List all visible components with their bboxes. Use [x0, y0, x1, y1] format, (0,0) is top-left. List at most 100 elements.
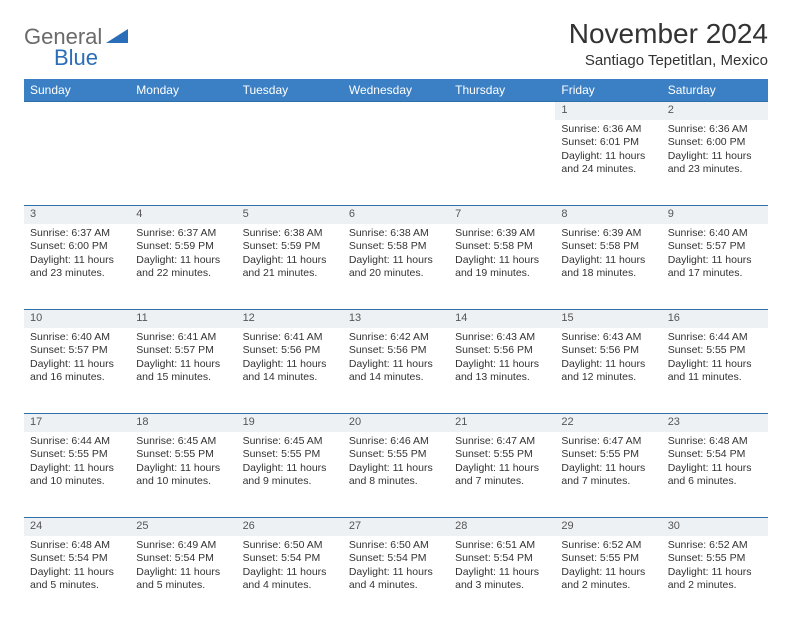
day-body: Sunrise: 6:51 AMSunset: 5:54 PMDaylight:… [449, 536, 555, 598]
dow-friday: Friday [555, 79, 661, 102]
daynum-cell: 8 [555, 206, 661, 224]
daynum-cell [24, 102, 130, 120]
day-body: Sunrise: 6:49 AMSunset: 5:54 PMDaylight:… [130, 536, 236, 598]
daynum-cell: 19 [237, 414, 343, 432]
day-body: Sunrise: 6:39 AMSunset: 5:58 PMDaylight:… [555, 224, 661, 286]
day-cell [449, 120, 555, 206]
day-cell: Sunrise: 6:43 AMSunset: 5:56 PMDaylight:… [555, 328, 661, 414]
location: Santiago Tepetitlan, Mexico [569, 52, 768, 69]
dow-thursday: Thursday [449, 79, 555, 102]
daynum-cell: 5 [237, 206, 343, 224]
day-body: Sunrise: 6:47 AMSunset: 5:55 PMDaylight:… [555, 432, 661, 494]
daylight-line: Daylight: 11 hours and 16 minutes. [30, 358, 124, 385]
daynum-cell: 12 [237, 310, 343, 328]
sunrise-line: Sunrise: 6:36 AM [561, 123, 655, 137]
week-2-content: Sunrise: 6:40 AMSunset: 5:57 PMDaylight:… [24, 328, 768, 414]
sunset-line: Sunset: 5:55 PM [561, 552, 655, 566]
sunset-line: Sunset: 5:54 PM [30, 552, 124, 566]
week-1-daynums: 3456789 [24, 206, 768, 224]
day-cell: Sunrise: 6:41 AMSunset: 5:56 PMDaylight:… [237, 328, 343, 414]
day-body: Sunrise: 6:47 AMSunset: 5:55 PMDaylight:… [449, 432, 555, 494]
day-body: Sunrise: 6:36 AMSunset: 6:00 PMDaylight:… [662, 120, 768, 182]
daynum-cell: 7 [449, 206, 555, 224]
day-cell: Sunrise: 6:45 AMSunset: 5:55 PMDaylight:… [130, 432, 236, 518]
sunset-line: Sunset: 5:54 PM [455, 552, 549, 566]
sunset-line: Sunset: 5:58 PM [349, 240, 443, 254]
sunrise-line: Sunrise: 6:41 AM [136, 331, 230, 345]
sunrise-line: Sunrise: 6:47 AM [561, 435, 655, 449]
daynum-cell [343, 102, 449, 120]
dow-sunday: Sunday [24, 79, 130, 102]
sunset-line: Sunset: 5:57 PM [136, 344, 230, 358]
sunrise-line: Sunrise: 6:40 AM [30, 331, 124, 345]
day-cell: Sunrise: 6:47 AMSunset: 5:55 PMDaylight:… [555, 432, 661, 518]
day-cell: Sunrise: 6:42 AMSunset: 5:56 PMDaylight:… [343, 328, 449, 414]
sunrise-line: Sunrise: 6:51 AM [455, 539, 549, 553]
daynum-cell: 4 [130, 206, 236, 224]
sunrise-line: Sunrise: 6:48 AM [30, 539, 124, 553]
day-cell: Sunrise: 6:43 AMSunset: 5:56 PMDaylight:… [449, 328, 555, 414]
day-cell [343, 120, 449, 206]
sunset-line: Sunset: 5:55 PM [349, 448, 443, 462]
sunset-line: Sunset: 6:00 PM [30, 240, 124, 254]
dow-tuesday: Tuesday [237, 79, 343, 102]
sunset-line: Sunset: 5:59 PM [136, 240, 230, 254]
daylight-line: Daylight: 11 hours and 15 minutes. [136, 358, 230, 385]
day-body: Sunrise: 6:42 AMSunset: 5:56 PMDaylight:… [343, 328, 449, 390]
day-cell: Sunrise: 6:45 AMSunset: 5:55 PMDaylight:… [237, 432, 343, 518]
day-body: Sunrise: 6:41 AMSunset: 5:56 PMDaylight:… [237, 328, 343, 390]
week-4-content: Sunrise: 6:48 AMSunset: 5:54 PMDaylight:… [24, 536, 768, 622]
sunset-line: Sunset: 5:57 PM [668, 240, 762, 254]
daylight-line: Daylight: 11 hours and 4 minutes. [243, 566, 337, 593]
daylight-line: Daylight: 11 hours and 2 minutes. [668, 566, 762, 593]
sunrise-line: Sunrise: 6:37 AM [136, 227, 230, 241]
sunrise-line: Sunrise: 6:50 AM [349, 539, 443, 553]
daylight-line: Daylight: 11 hours and 19 minutes. [455, 254, 549, 281]
week-4-daynums: 24252627282930 [24, 518, 768, 536]
daynum-cell: 1 [555, 102, 661, 120]
daylight-line: Daylight: 11 hours and 7 minutes. [561, 462, 655, 489]
sunset-line: Sunset: 5:54 PM [668, 448, 762, 462]
daylight-line: Daylight: 11 hours and 3 minutes. [455, 566, 549, 593]
day-cell: Sunrise: 6:49 AMSunset: 5:54 PMDaylight:… [130, 536, 236, 622]
daylight-line: Daylight: 11 hours and 21 minutes. [243, 254, 337, 281]
logo-text-blue: Blue [54, 45, 98, 71]
triangle-icon [106, 27, 128, 48]
day-cell: Sunrise: 6:47 AMSunset: 5:55 PMDaylight:… [449, 432, 555, 518]
title-block: November 2024 Santiago Tepetitlan, Mexic… [569, 18, 768, 69]
daylight-line: Daylight: 11 hours and 22 minutes. [136, 254, 230, 281]
day-cell: Sunrise: 6:40 AMSunset: 5:57 PMDaylight:… [662, 224, 768, 310]
daylight-line: Daylight: 11 hours and 8 minutes. [349, 462, 443, 489]
daynum-cell: 11 [130, 310, 236, 328]
week-3-daynums: 17181920212223 [24, 414, 768, 432]
sunset-line: Sunset: 5:56 PM [349, 344, 443, 358]
daynum-cell: 30 [662, 518, 768, 536]
daynum-cell: 21 [449, 414, 555, 432]
calendar-page: General November 2024 Santiago Tepetitla… [0, 0, 792, 640]
sunrise-line: Sunrise: 6:50 AM [243, 539, 337, 553]
sunrise-line: Sunrise: 6:40 AM [668, 227, 762, 241]
daylight-line: Daylight: 11 hours and 4 minutes. [349, 566, 443, 593]
sunset-line: Sunset: 5:54 PM [349, 552, 443, 566]
sunset-line: Sunset: 5:55 PM [136, 448, 230, 462]
sunrise-line: Sunrise: 6:41 AM [243, 331, 337, 345]
daynum-cell [449, 102, 555, 120]
day-cell: Sunrise: 6:36 AMSunset: 6:01 PMDaylight:… [555, 120, 661, 206]
daynum-cell: 29 [555, 518, 661, 536]
day-body: Sunrise: 6:50 AMSunset: 5:54 PMDaylight:… [237, 536, 343, 598]
day-cell: Sunrise: 6:36 AMSunset: 6:00 PMDaylight:… [662, 120, 768, 206]
day-body: Sunrise: 6:38 AMSunset: 5:59 PMDaylight:… [237, 224, 343, 286]
sunrise-line: Sunrise: 6:44 AM [668, 331, 762, 345]
sunset-line: Sunset: 6:00 PM [668, 136, 762, 150]
sunrise-line: Sunrise: 6:44 AM [30, 435, 124, 449]
daylight-line: Daylight: 11 hours and 14 minutes. [349, 358, 443, 385]
week-0-daynums: 12 [24, 102, 768, 120]
calendar-table: SundayMondayTuesdayWednesdayThursdayFrid… [24, 79, 768, 622]
day-cell: Sunrise: 6:46 AMSunset: 5:55 PMDaylight:… [343, 432, 449, 518]
day-cell: Sunrise: 6:50 AMSunset: 5:54 PMDaylight:… [343, 536, 449, 622]
daynum-cell: 3 [24, 206, 130, 224]
day-body: Sunrise: 6:52 AMSunset: 5:55 PMDaylight:… [662, 536, 768, 598]
day-body: Sunrise: 6:43 AMSunset: 5:56 PMDaylight:… [555, 328, 661, 390]
day-body: Sunrise: 6:37 AMSunset: 6:00 PMDaylight:… [24, 224, 130, 286]
day-body: Sunrise: 6:39 AMSunset: 5:58 PMDaylight:… [449, 224, 555, 286]
